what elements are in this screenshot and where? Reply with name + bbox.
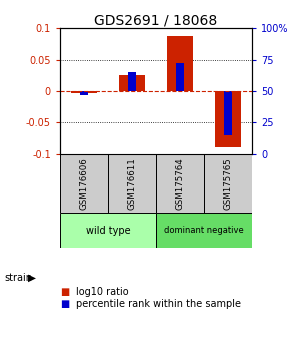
- Text: ▶: ▶: [28, 273, 36, 283]
- Text: GSM176606: GSM176606: [80, 157, 88, 210]
- Bar: [224, 91, 232, 135]
- Bar: [204, 154, 252, 213]
- Text: strain: strain: [4, 273, 32, 283]
- Text: GSM175764: GSM175764: [176, 157, 184, 210]
- Title: GDS2691 / 18068: GDS2691 / 18068: [94, 13, 218, 27]
- Bar: [60, 213, 156, 248]
- Bar: [80, 91, 88, 95]
- Bar: [60, 154, 108, 213]
- Text: dominant negative: dominant negative: [164, 226, 244, 235]
- Bar: [128, 72, 136, 91]
- Text: GSM175765: GSM175765: [224, 157, 232, 210]
- Text: GSM176611: GSM176611: [128, 157, 136, 210]
- Text: ■: ■: [60, 299, 69, 309]
- Bar: [108, 154, 156, 213]
- Bar: [71, 91, 97, 93]
- Text: log10 ratio: log10 ratio: [76, 287, 129, 297]
- Bar: [156, 154, 204, 213]
- Bar: [176, 63, 184, 91]
- Bar: [215, 91, 241, 148]
- Bar: [119, 75, 145, 91]
- Text: percentile rank within the sample: percentile rank within the sample: [76, 299, 242, 309]
- Text: wild type: wild type: [86, 225, 130, 235]
- Bar: [156, 213, 252, 248]
- Text: ■: ■: [60, 287, 69, 297]
- Bar: [167, 36, 193, 91]
